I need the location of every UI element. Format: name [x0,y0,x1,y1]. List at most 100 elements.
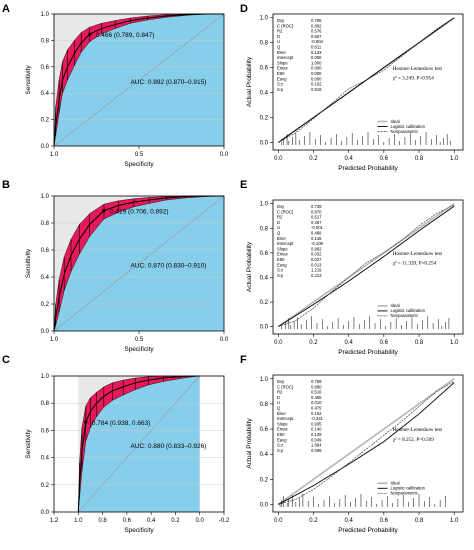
stat-value: 0.919 [311,87,322,92]
legend-entry: Ideal [391,119,400,124]
stat-label: E90 [277,71,285,76]
x-tick-label: 0.5 [135,152,144,158]
x-tick-label: 0.6 [123,518,132,524]
stat-label: R2 [277,215,283,220]
y-tick-label: 0.6 [41,428,50,434]
y-tick-label: 0.8 [260,402,269,408]
legend-entry: Ideal [391,481,400,486]
diagonal-reference-line [53,195,225,332]
nonparametric-line [278,17,455,143]
y-tick-label: 0.6 [260,251,269,257]
x-axis-label: Predicted Probability [338,165,398,172]
stat-value: 0.096 [311,448,322,453]
x-tick-label: 0.6 [380,518,389,524]
stat-value: 0.892 [311,23,322,28]
stat-value: -0.109 [311,241,324,246]
stat-label: R2 [277,390,283,395]
stat-label: Q [277,45,281,50]
auc-label: AUC: 0.870 (0.830–0.910) [131,263,207,270]
hl-stat: χ² = 11.320, P=0.254 [393,260,437,266]
stat-label: C (ROC) [277,23,294,28]
roc-curve [53,13,224,147]
stat-value: 0.870 [311,209,322,214]
stat-value: 0.013 [311,262,322,267]
legend-entry: Logistic calibration [391,124,426,129]
y-tick-label: 1.0 [41,194,50,200]
stat-value: 0.140 [311,427,322,432]
stat-label: S:z [277,82,283,87]
stat-value: 0.000 [311,55,322,60]
y-axis-label: Actual Probability [246,418,253,469]
plot-frame [53,375,225,513]
stat-value: 0.129 [311,432,322,437]
y-axis-label: Sensitivity [25,65,32,95]
y-tick-label: 0.4 [41,91,50,97]
stat-label: Slope [277,246,288,251]
x-tick-label: 0.4 [344,340,353,346]
panel-d: D 0.0 0.2 0.4 0.6 0.8 1.0 0.0 0.2 0.4 0.6 0.8 1.0 Pre… [240,3,464,172]
y-tick-label: 0.0 [41,510,50,516]
stat-label: S:z [277,268,283,273]
hl-stat: χ² = 8.252, P=0.509 [393,437,435,443]
y-tick-label: 0.0 [41,329,50,335]
y-tick-label: 0.6 [41,65,50,71]
stat-value: 0.962 [311,246,322,251]
stat-label: U [277,400,280,405]
stat-label: D [277,395,280,400]
stat-value: 0.223 [311,273,322,278]
x-tick-label: 0.5 [135,337,144,343]
hl-stat: χ² = 3.249, P=0.954 [393,75,435,81]
threshold-label: 0.419 (0.706, 0.892) [110,209,169,216]
stat-label: U [277,225,280,230]
x-axis-label: Specificity [124,161,154,168]
stat-label: Q [277,231,281,236]
stat-value: 0.000 [311,71,322,76]
panel-letter: C [2,354,10,366]
stat-label: D [277,220,280,225]
stat-value: 0.049 [311,437,322,442]
x-tick-label: 0.2 [309,518,318,524]
stat-label: Dxy [277,379,285,384]
stat-label: Dxy [277,18,285,23]
logistic-calibration-line [278,205,455,328]
legend-entry: Logistic calibration [391,308,426,313]
y-axis-label: Sensitivity [25,429,32,459]
panel-letter: D [240,3,248,15]
stat-label: Intercept [277,55,294,60]
panel-a: A 0.466 (0.789, 0.847) AUC: 0.892 (0.870–0… [2,3,229,168]
plot-frame [272,374,464,513]
threshold-label: 0.784 (0.938, 0.663) [92,420,151,427]
x-tick-label: 1.0 [450,518,459,524]
x-tick-label: 0.8 [415,340,424,346]
stat-value: 0.102 [311,82,322,87]
x-tick-label: 0.8 [98,518,107,524]
hl-title: Hosmer-Lemeshow test [393,427,443,433]
stat-value: 0.000 [311,76,322,81]
stat-label: U [277,39,280,44]
y-tick-label: 0.8 [260,41,269,47]
ideal-line [277,378,455,506]
stat-value: 0.759 [311,379,322,384]
stat-value: 0.517 [311,215,322,220]
panel-f: F 0.0 0.2 0.4 0.6 0.8 1.0 0.0 0.2 0.4 0.6 0.8 1.0 Pre… [240,354,464,534]
stat-label: Slope [277,60,288,65]
stat-value: -0.004 [311,39,324,44]
x-tick-label: 1.2 [50,518,59,524]
stat-value: 0.133 [311,50,322,55]
x-tick-label: 1.0 [450,156,459,162]
stat-value: 0.146 [311,236,322,241]
y-axis-label: Actual Probability [246,241,253,292]
x-tick-label: 1.0 [450,340,459,346]
y-tick-label: 1.0 [260,16,269,22]
stat-label: S:p [277,87,284,92]
y-tick-label: 0.2 [41,118,50,124]
y-tick-label: 0.4 [260,452,269,458]
y-axis-label: Sensitivity [25,248,32,278]
x-tick-label: 0.0 [220,152,229,158]
diagonal-reference-line [78,375,200,513]
legend-entry: Nonparametric [391,129,418,134]
stat-label: S:z [277,443,283,448]
panel-letter: E [240,179,247,191]
stat-value: 0.027 [311,257,322,262]
x-tick-label: 0.0 [274,340,283,346]
